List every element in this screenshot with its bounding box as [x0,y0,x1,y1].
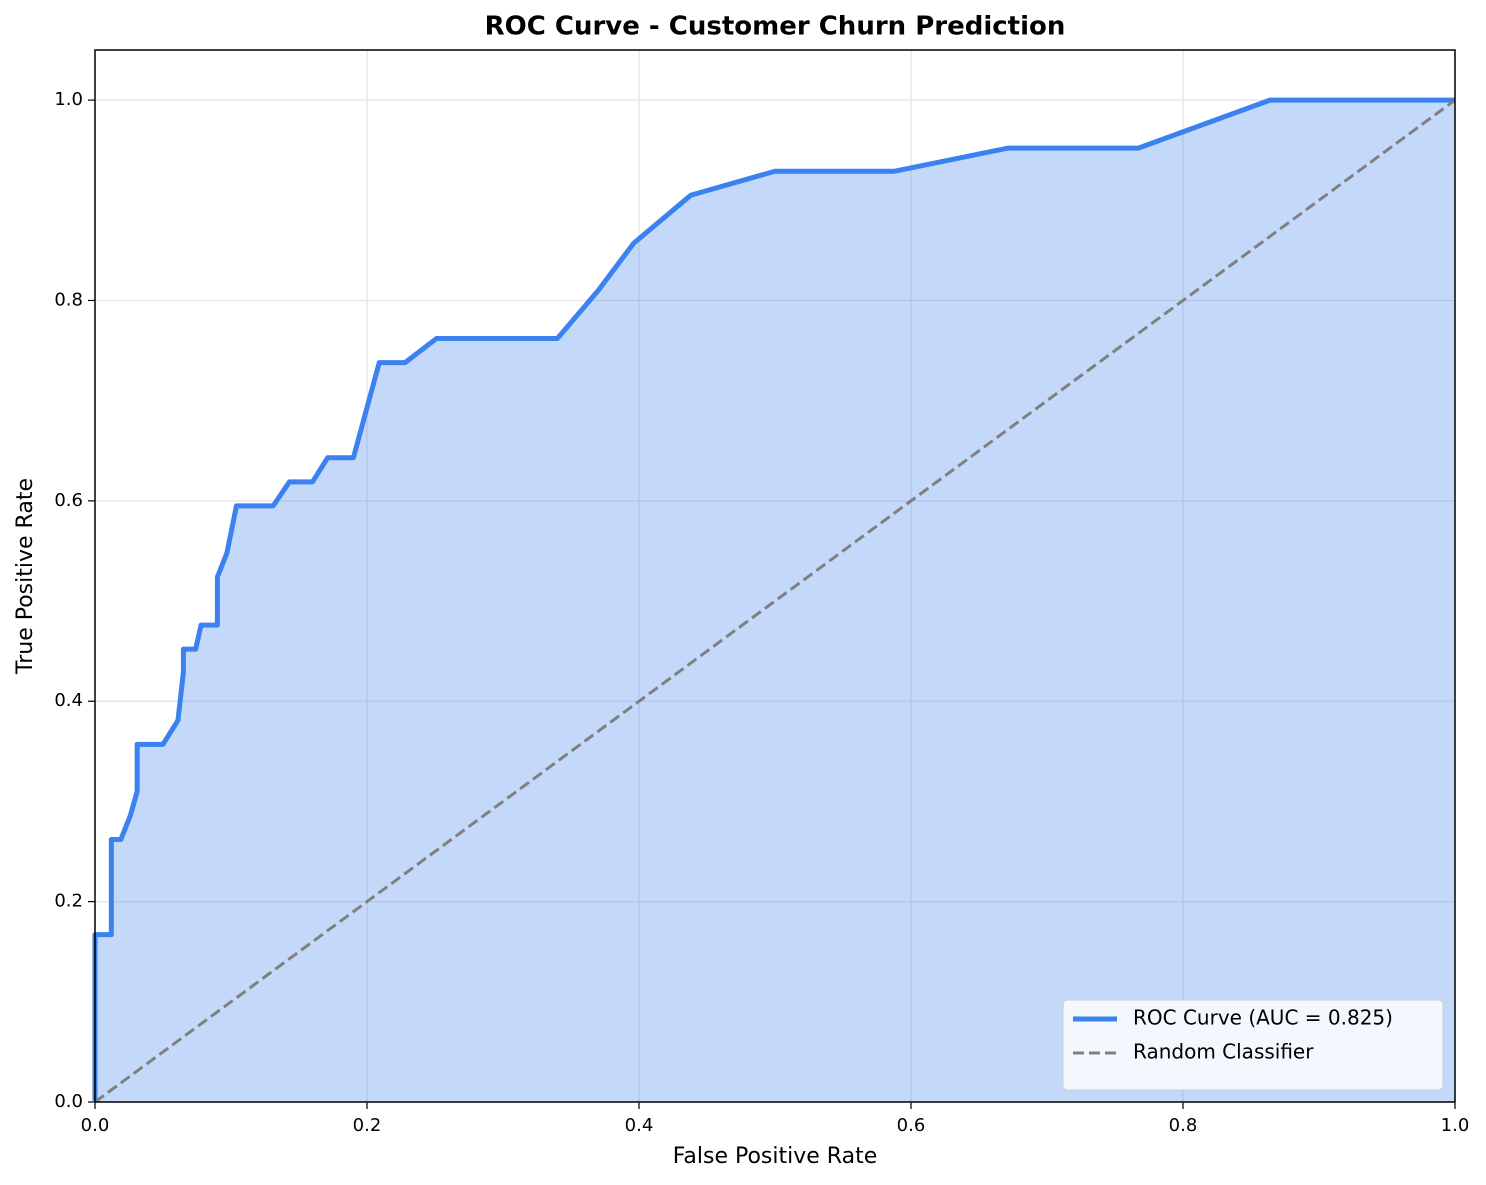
chart-title: ROC Curve - Customer Churn Prediction [485,12,1066,42]
x-axis-label: False Positive Rate [673,1144,877,1169]
legend-box [1062,999,1444,1091]
line [92,97,1455,1102]
y-tick-label: 1.0 [54,89,83,110]
y-axis-label: True Positive Rate [13,478,38,675]
plot-frame [94,49,1456,1103]
legend-label: Random Classifier [1133,1040,1314,1064]
y-tick-label: 0.8 [54,289,83,310]
legend-label: ROC Curve (AUC = 0.825) [1133,1006,1393,1030]
y-tick-label: 0.6 [54,490,83,511]
y-tick-label: 0.2 [54,891,83,912]
area [95,100,1455,1103]
x-tick-label: 0.8 [1169,1115,1198,1136]
line [94,98,1456,1104]
x-tick-label: 0.6 [897,1115,926,1136]
x-tick-label: 0.0 [81,1115,110,1136]
y-tick-label: 0.0 [54,1091,83,1112]
y-tick-label: 0.4 [54,690,83,711]
x-tick-label: 0.2 [353,1115,382,1136]
x-tick-label: 0.4 [625,1115,654,1136]
x-tick-label: 1.0 [1441,1115,1470,1136]
